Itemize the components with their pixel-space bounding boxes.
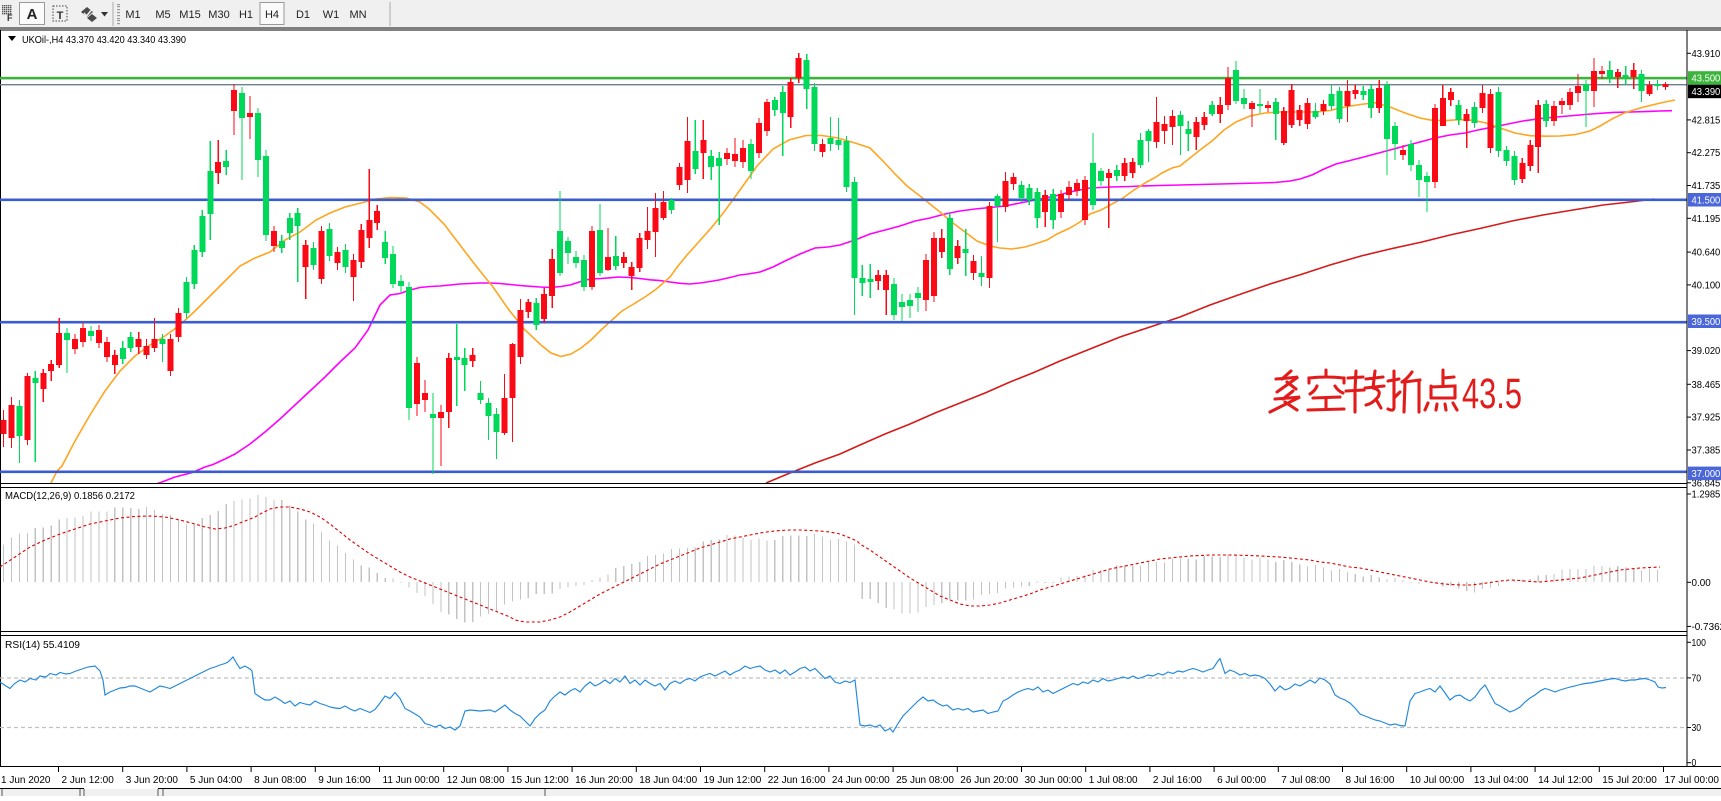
svg-text:A: A [27,6,38,23]
svg-text:0: 0 [1692,758,1697,769]
svg-text:43.5: 43.5 [1462,370,1522,418]
svg-text:D1: D1 [296,9,310,21]
svg-text:41.735: 41.735 [1692,181,1721,192]
svg-text:42.275: 42.275 [1692,148,1721,159]
svg-text:M15: M15 [179,9,200,21]
svg-text:3 Jun 20:00: 3 Jun 20:00 [126,775,179,786]
svg-text:8 Jul 16:00: 8 Jul 16:00 [1346,775,1395,786]
svg-text:1 Jul 08:00: 1 Jul 08:00 [1089,775,1138,786]
svg-text:15 Jun 12:00: 15 Jun 12:00 [511,775,569,786]
svg-text:UKOil-,H4 43.370 43.420 43.34: UKOil-,H4 43.370 43.420 43.340 43.390 [22,34,186,46]
svg-text:1 Jun 2020: 1 Jun 2020 [1,775,51,786]
svg-text:30: 30 [1692,723,1702,734]
svg-text:14 Jul 12:00: 14 Jul 12:00 [1538,775,1593,786]
svg-text:41.195: 41.195 [1692,214,1721,225]
svg-text:13 Jul 04:00: 13 Jul 04:00 [1474,775,1529,786]
svg-text:25 Jun 08:00: 25 Jun 08:00 [896,775,954,786]
svg-text:30 Jun 00:00: 30 Jun 00:00 [1025,775,1083,786]
svg-text:24 Jun 00:00: 24 Jun 00:00 [832,775,890,786]
svg-text:5 Jun 04:00: 5 Jun 04:00 [190,775,243,786]
svg-text:37.385: 37.385 [1692,446,1721,457]
svg-text:16 Jun 20:00: 16 Jun 20:00 [575,775,633,786]
svg-text:1.2985: 1.2985 [1692,490,1721,501]
svg-text:11 Jun 00:00: 11 Jun 00:00 [383,775,441,786]
svg-text:M30: M30 [208,9,229,21]
svg-text:17 Jul 00:00: 17 Jul 00:00 [1665,775,1720,786]
svg-text:22 Jun 16:00: 22 Jun 16:00 [768,775,826,786]
svg-text:H1: H1 [239,9,253,21]
svg-text:39.500: 39.500 [1692,317,1721,328]
svg-text:100: 100 [1692,638,1707,649]
svg-text:M1: M1 [125,9,140,21]
svg-text:19 Jun 12:00: 19 Jun 12:00 [704,775,762,786]
svg-text:70: 70 [1692,673,1702,684]
svg-text:10 Jul 00:00: 10 Jul 00:00 [1410,775,1465,786]
svg-text:T: T [57,10,64,22]
svg-text:7 Jul 08:00: 7 Jul 08:00 [1281,775,1330,786]
svg-text:W1: W1 [323,9,340,21]
svg-text:9 Jun 16:00: 9 Jun 16:00 [318,775,371,786]
svg-text:43.500: 43.500 [1692,74,1721,85]
svg-text:18 Jun 04:00: 18 Jun 04:00 [639,775,697,786]
svg-text:43.910: 43.910 [1692,49,1721,60]
svg-text:F: F [7,13,13,23]
svg-text:40.100: 40.100 [1692,280,1721,291]
svg-text:6 Jul 00:00: 6 Jul 00:00 [1217,775,1266,786]
svg-text:37.925: 37.925 [1692,413,1721,424]
svg-text:43.390: 43.390 [1692,87,1721,98]
svg-text:RSI(14) 55.4109: RSI(14) 55.4109 [5,640,80,651]
svg-text:2 Jul 16:00: 2 Jul 16:00 [1153,775,1202,786]
svg-text:H4: H4 [265,9,279,21]
svg-text:26 Jun 20:00: 26 Jun 20:00 [960,775,1018,786]
svg-text:42.815: 42.815 [1692,115,1721,126]
svg-text:40.640: 40.640 [1692,248,1721,259]
svg-text:37.000: 37.000 [1692,469,1721,480]
svg-text:M5: M5 [155,9,170,21]
svg-text:MN: MN [349,9,366,21]
svg-text:-0.7362: -0.7362 [1692,622,1721,633]
svg-text:39.020: 39.020 [1692,346,1721,357]
svg-text:12 Jun 08:00: 12 Jun 08:00 [447,775,505,786]
svg-text:2 Jun 12:00: 2 Jun 12:00 [62,775,115,786]
svg-text:15 Jul 20:00: 15 Jul 20:00 [1602,775,1657,786]
svg-text:38.465: 38.465 [1692,380,1721,391]
svg-text:8 Jun 08:00: 8 Jun 08:00 [254,775,307,786]
svg-text:MACD(12,26,9) 0.1856 0.2172: MACD(12,26,9) 0.1856 0.2172 [5,491,135,502]
svg-text:41.500: 41.500 [1692,195,1721,206]
svg-text:0.00: 0.00 [1692,578,1712,589]
